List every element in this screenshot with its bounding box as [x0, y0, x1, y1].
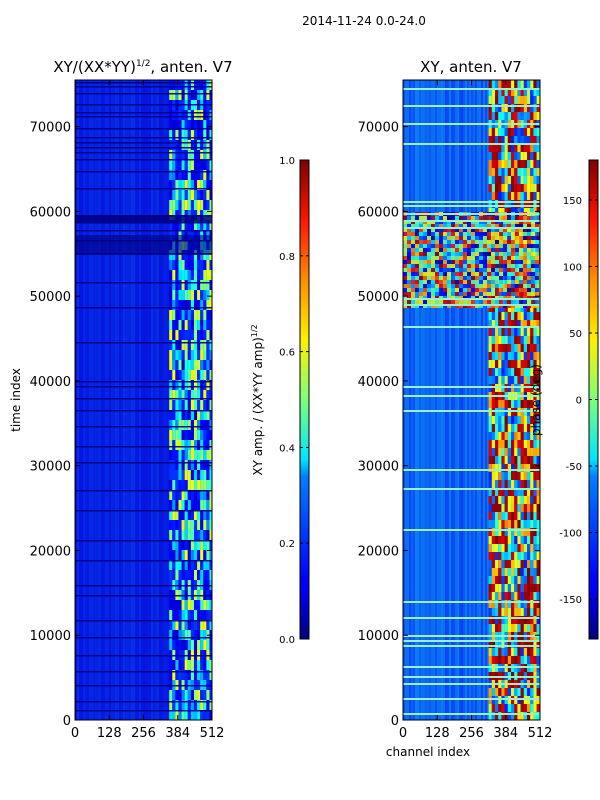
- colorbar-tick-label: 50: [569, 329, 582, 340]
- x-tick-label: 0: [399, 726, 407, 741]
- right-colorbar-label: phase (deg): [529, 364, 543, 436]
- x-tick-label: 128: [97, 726, 122, 741]
- right-xlabel: channel index: [386, 745, 470, 759]
- x-tick-label: 128: [425, 726, 450, 741]
- colorbar-tick-label: 0.2: [279, 539, 295, 550]
- x-tick-label: 0: [71, 726, 79, 741]
- y-tick-label: 30000: [30, 460, 71, 475]
- y-tick-label: 40000: [30, 375, 71, 390]
- left-panel: XY/(XX*YY)1/2, anten. V7 0 128 256 384 512 0 1…: [9, 58, 233, 741]
- colorbar-tick-label: 100: [563, 262, 582, 273]
- colorbar-tick-label: 150: [563, 196, 582, 207]
- figure-suptitle: 2014-11-24 0.0-24.0: [302, 14, 426, 28]
- y-tick-label: 60000: [358, 205, 399, 220]
- colorbar-tick-label: -150: [559, 595, 582, 606]
- y-tick-label: 10000: [30, 629, 71, 644]
- colorbar-tick-label: 0.6: [279, 348, 295, 359]
- y-tick-label: 50000: [358, 290, 399, 305]
- right-axis-ticks: 0 128 256 384 512 0 10000 20000 30000 40000 50000 6…: [358, 80, 553, 741]
- left-colorbar-gradient: [299, 159, 310, 640]
- colorbar-tick-label: -50: [566, 462, 582, 473]
- left-colorbar-label: XY amp. / (XX*YY amp)1/2: [250, 324, 265, 475]
- left-axis-ticks: 0 128 256 384 512 0 10000 20000 30000 40000 50000 6…: [30, 80, 225, 741]
- y-tick-label: 0: [63, 714, 71, 729]
- left-ylabel: time index: [9, 368, 23, 432]
- colorbar-tick-label: 0.4: [279, 443, 295, 454]
- colorbar-tick-label: 0: [576, 396, 582, 407]
- right-colorbar: -150 -100 -50 0 50 100 150 phase (deg): [529, 159, 599, 640]
- x-tick-label: 384: [493, 726, 518, 741]
- y-tick-label: 10000: [358, 629, 399, 644]
- x-tick-label: 512: [528, 726, 553, 741]
- right-heatmap: [403, 80, 540, 720]
- y-tick-label: 50000: [30, 290, 71, 305]
- x-tick-label: 256: [459, 726, 484, 741]
- left-panel-title: XY/(XX*YY)1/2, anten. V7: [53, 58, 232, 76]
- left-heatmap: [75, 80, 212, 720]
- y-tick-label: 70000: [30, 121, 71, 136]
- y-tick-label: 30000: [358, 460, 399, 475]
- y-tick-label: 20000: [358, 544, 399, 559]
- x-tick-label: 256: [131, 726, 156, 741]
- y-tick-label: 20000: [30, 544, 71, 559]
- right-panel-title: XY, anten. V7: [420, 58, 522, 76]
- y-tick-label: 0: [391, 714, 399, 729]
- y-tick-label: 70000: [358, 121, 399, 136]
- right-panel: XY, anten. V7 0 128 256 384 512 0 10000 20000 30…: [358, 58, 553, 759]
- y-tick-label: 40000: [358, 375, 399, 390]
- colorbar-tick-label: 1.0: [279, 156, 295, 167]
- colorbar-tick-label: 0.0: [279, 635, 295, 646]
- x-tick-label: 384: [165, 726, 190, 741]
- colorbar-tick-label: 0.8: [279, 252, 295, 263]
- colorbar-tick-label: -100: [559, 529, 582, 540]
- left-colorbar: 0.0 0.2 0.4 0.6 0.8 1.0 XY amp. / (XX*YY amp)…: [250, 156, 310, 646]
- x-tick-label: 512: [200, 726, 225, 741]
- y-tick-label: 60000: [30, 205, 71, 220]
